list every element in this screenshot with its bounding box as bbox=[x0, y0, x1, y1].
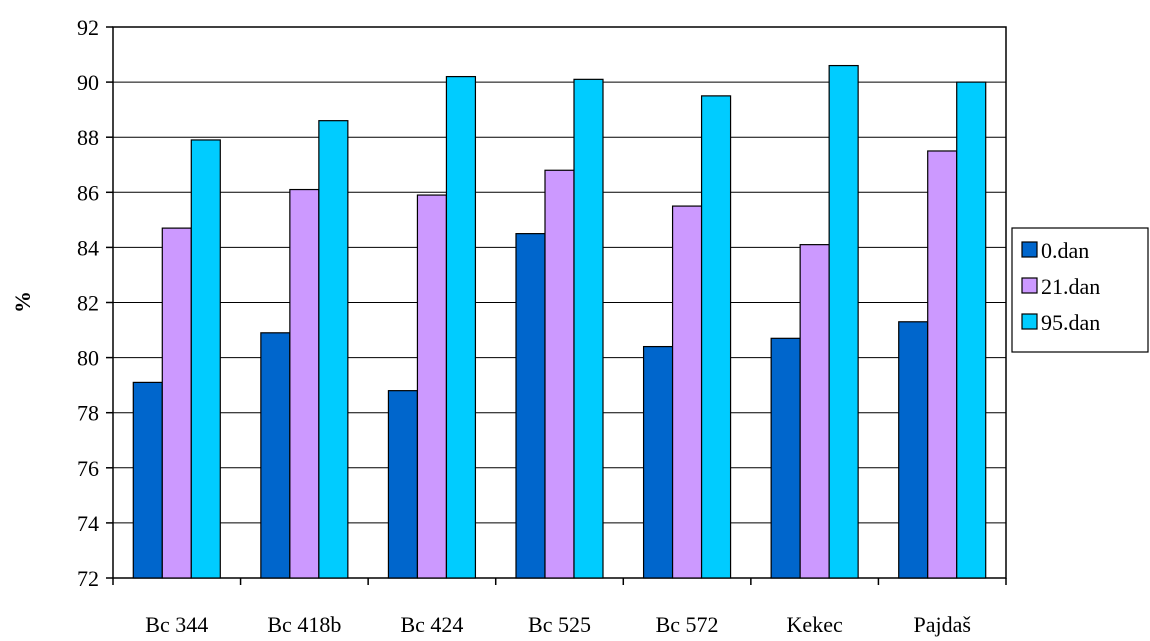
bar-0dan-4 bbox=[642, 345, 674, 579]
y-tick-label: 90 bbox=[77, 70, 99, 95]
y-tick-label: 74 bbox=[77, 511, 99, 536]
bar-95dan-4 bbox=[700, 95, 732, 579]
y-tick-label: 78 bbox=[77, 401, 99, 426]
y-tick-label: 82 bbox=[77, 291, 99, 316]
bar-21dan-4 bbox=[671, 205, 703, 579]
bar-95dan-5 bbox=[828, 64, 859, 579]
x-tick-label: Bc 424 bbox=[400, 612, 463, 637]
y-axis-tick-labels: 72 74 76 78 80 82 84 86 88 90 92 bbox=[77, 15, 99, 591]
y-axis-title: % bbox=[10, 291, 35, 313]
bar-0dan-2 bbox=[387, 390, 419, 579]
bar-0dan-6 bbox=[898, 321, 929, 579]
y-tick-label: 92 bbox=[77, 15, 99, 40]
legend: 0.dan 21.dan 95.dan bbox=[1011, 227, 1149, 353]
legend-swatch bbox=[1021, 277, 1038, 294]
x-tick-label: Bc 344 bbox=[145, 612, 208, 637]
y-tick-label: 86 bbox=[77, 180, 99, 205]
legend-swatch bbox=[1021, 241, 1038, 258]
x-tick-label: Pajdaš bbox=[913, 612, 970, 637]
bar-0dan-3 bbox=[515, 233, 546, 579]
bar-95dan-6 bbox=[956, 81, 987, 579]
x-axis-tick-labels: Bc 344 Bc 418b Bc 424 Bc 525 Bc 572 Kekec Pajd… bbox=[145, 612, 971, 637]
y-tick-label: 76 bbox=[77, 456, 99, 481]
bar-95dan-2 bbox=[445, 75, 477, 579]
bar-21dan-3 bbox=[544, 169, 575, 579]
legend-label: 21.dan bbox=[1041, 274, 1100, 299]
bars bbox=[132, 64, 987, 579]
x-tick-label: Bc 418b bbox=[267, 612, 341, 637]
axes bbox=[106, 26, 1007, 585]
legend-label: 0.dan bbox=[1041, 238, 1089, 263]
bar-21dan-1 bbox=[289, 188, 320, 579]
bar-0dan-5 bbox=[770, 337, 801, 579]
bar-21dan-6 bbox=[927, 150, 958, 579]
bar-21dan-5 bbox=[799, 244, 830, 579]
x-tick-label: Kekec bbox=[787, 612, 843, 637]
bar-95dan-3 bbox=[573, 78, 604, 579]
x-tick-label: Bc 572 bbox=[656, 612, 719, 637]
y-tick-label: 72 bbox=[77, 566, 99, 591]
bar-95dan-1 bbox=[318, 120, 349, 579]
y-tick-label: 80 bbox=[77, 346, 99, 371]
bar-0dan-0 bbox=[132, 381, 163, 579]
legend-swatch bbox=[1021, 313, 1038, 330]
x-tick-label: Bc 525 bbox=[528, 612, 591, 637]
bar-21dan-2 bbox=[416, 194, 448, 579]
bar-95dan-0 bbox=[190, 139, 221, 579]
bar-21dan-0 bbox=[161, 227, 192, 579]
bar-0dan-1 bbox=[260, 332, 291, 579]
legend-label: 95.dan bbox=[1041, 310, 1100, 335]
y-tick-label: 84 bbox=[77, 235, 99, 260]
y-tick-label: 88 bbox=[77, 125, 99, 150]
